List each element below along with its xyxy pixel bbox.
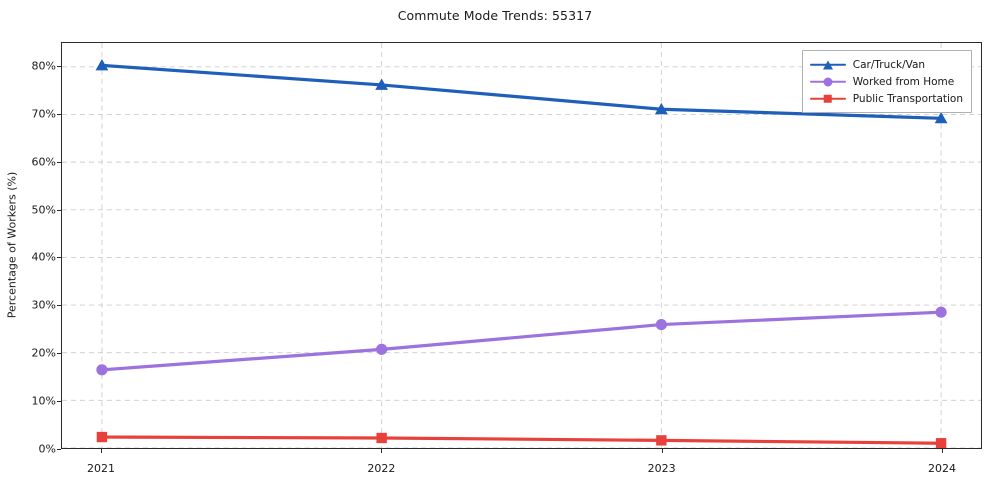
- legend-label: Car/Truck/Van: [852, 58, 926, 71]
- series-line: [100, 63, 943, 120]
- y-tick-mark: [57, 209, 61, 211]
- plot-canvas: [62, 43, 981, 448]
- y-tick-label: 40%: [31, 250, 56, 264]
- y-tick-mark: [57, 65, 61, 67]
- plot-area: Car/Truck/Van Worked from Home Public Tran…: [61, 42, 982, 449]
- legend-marker-icon: [823, 94, 833, 103]
- x-tick-mark: [101, 449, 102, 453]
- chart-legend: Car/Truck/Van Worked from Home Public Tran…: [801, 50, 972, 113]
- data-point-marker: [376, 343, 388, 355]
- legend-key-circle-icon: [809, 75, 846, 89]
- data-point-marker: [935, 306, 947, 318]
- y-tick-label: 60%: [31, 155, 56, 169]
- data-point-marker: [95, 59, 109, 71]
- y-tick-mark: [57, 353, 61, 355]
- data-point-marker: [375, 78, 389, 90]
- legend-item[interactable]: Worked from Home: [809, 73, 963, 90]
- y-tick-mark: [57, 401, 61, 403]
- chart-title: Commute Mode Trends: 55317: [397, 8, 593, 23]
- y-tick-label: 20%: [31, 346, 56, 360]
- y-tick-label: 80%: [31, 59, 56, 73]
- y-tick-label: 50%: [31, 203, 56, 217]
- legend-item[interactable]: Car/Truck/Van: [809, 56, 963, 73]
- data-point-marker: [96, 364, 108, 376]
- y-tick-label: 30%: [31, 298, 56, 312]
- y-tick-mark: [57, 257, 61, 259]
- data-point-marker: [376, 432, 387, 444]
- y-tick-label: 70%: [31, 107, 56, 121]
- y-axis-ticks: 0% 10% 20% 30% 40% 50% 60% 70% 80%: [0, 42, 61, 456]
- x-tick-label: 2021: [87, 462, 115, 475]
- x-tick-label: 2022: [367, 462, 396, 475]
- y-tick-mark: [57, 305, 61, 307]
- legend-label: Public Transportation: [852, 92, 963, 105]
- y-tick-mark: [57, 161, 61, 163]
- legend-key-square-icon: [809, 92, 846, 106]
- y-tick-label: 10%: [31, 394, 56, 408]
- x-tick-mark: [942, 449, 943, 453]
- x-tick-mark: [381, 449, 383, 453]
- x-tick-label: 2024: [928, 462, 956, 475]
- legend-marker-icon: [823, 77, 833, 86]
- legend-marker-icon: [822, 60, 833, 69]
- x-axis-ticks: 2021 2022 2023 2024: [61, 449, 982, 489]
- data-point-marker: [655, 319, 667, 331]
- legend-key-triangle-icon: [809, 58, 846, 72]
- data-point-marker: [656, 435, 667, 446]
- y-tick-mark: [57, 449, 61, 450]
- legend-label: Worked from Home: [852, 75, 955, 88]
- data-point-marker: [935, 438, 947, 448]
- data-point-marker: [654, 102, 668, 115]
- x-tick-mark: [661, 449, 663, 453]
- series-line: [100, 310, 943, 372]
- x-tick-label: 2023: [647, 462, 676, 475]
- legend-item[interactable]: Public Transportation: [809, 90, 963, 107]
- data-point-marker: [96, 431, 108, 443]
- y-tick-mark: [57, 113, 61, 115]
- y-tick-label: 0%: [38, 442, 56, 456]
- series-line: [100, 435, 943, 445]
- data-point-marker: [934, 111, 948, 124]
